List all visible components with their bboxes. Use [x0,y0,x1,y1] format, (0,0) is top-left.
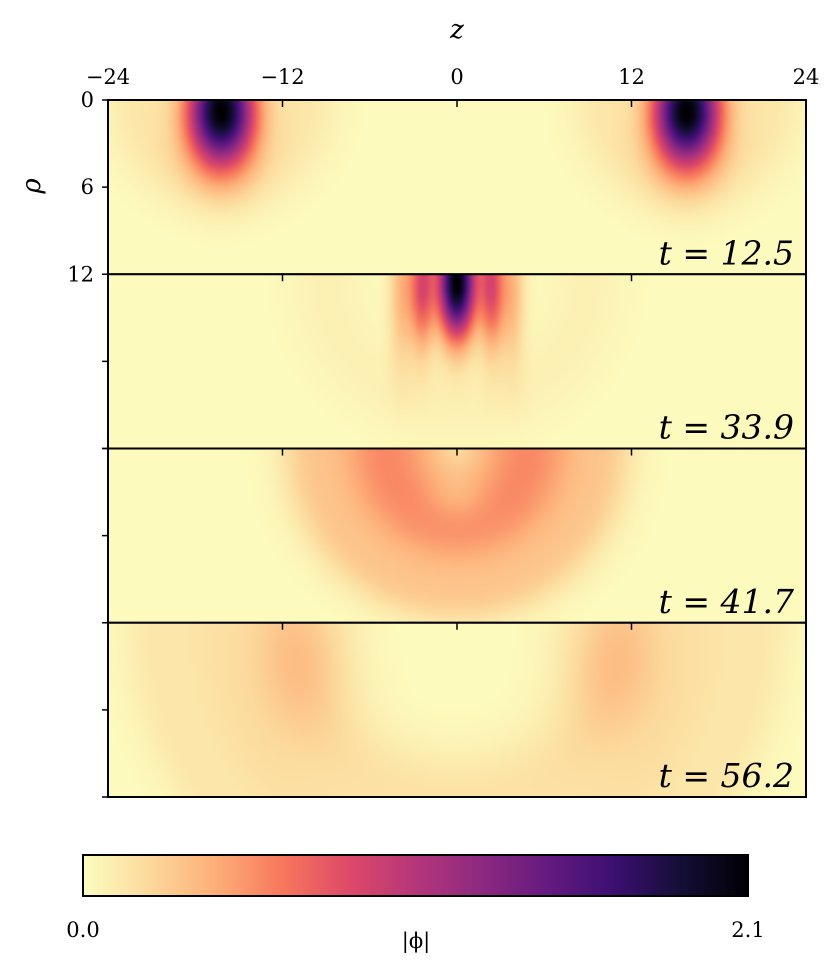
colorbar-max-label: 2.1 [731,918,764,942]
time-label: t = 12.5 [659,233,794,272]
x-tick-label: −24 [86,65,130,89]
colorbar: 0.0 2.1 |ϕ| [66,854,765,954]
x-tick-label: 12 [618,65,645,89]
y-tick-label: 12 [67,262,94,286]
x-tick-label: −12 [260,65,304,89]
colorbar-min-label: 0.0 [66,918,99,942]
panel-2: t = 33.9 [102,273,807,450]
y-tick-label: 6 [81,175,94,199]
panel-heatmap [108,274,806,449]
colorbar-label: |ϕ| [402,929,430,954]
time-label: t = 41.7 [659,582,794,621]
y-tick-label: 0 [81,88,94,112]
time-label: t = 33.9 [659,408,794,447]
panel-1: t = 12.5 [102,99,807,276]
y-axis-label: ρ [17,178,47,195]
panel-3: t = 41.7 [102,447,807,624]
x-axis-label: z [449,15,464,45]
panels: t = 12.5 t = 33.9 t = 41.7 t = 56.2 [102,99,807,798]
x-tick-label: 24 [793,65,820,89]
panel-heatmap [108,100,806,275]
panel-heatmap [108,448,806,623]
time-label: t = 56.2 [659,756,794,795]
x-tick-labels: −24 −12 0 12 24 [86,65,820,89]
panel-4: t = 56.2 [102,621,807,798]
panel-heatmap [108,622,806,797]
colorbar-gradient [82,854,749,897]
x-tick-label: 0 [450,65,463,89]
y-tick-labels: 0 6 12 [67,88,94,286]
